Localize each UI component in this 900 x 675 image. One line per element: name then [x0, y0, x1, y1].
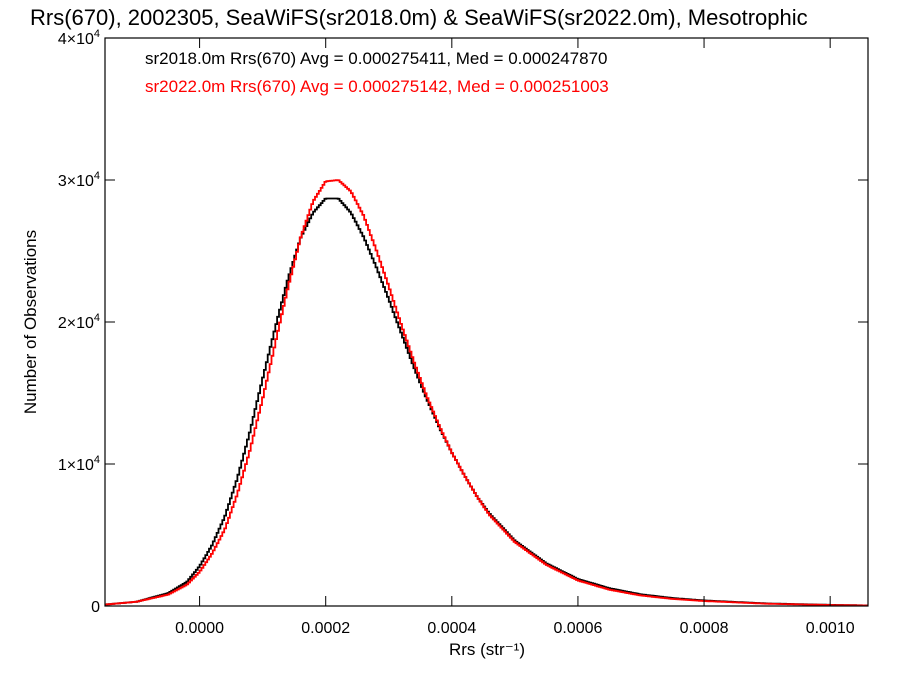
plot-frame [104, 37, 869, 607]
y-tick-label: 2×104 [58, 312, 100, 332]
x-tick-label: 0.0000 [175, 620, 224, 637]
y-tick-label: 0 [91, 599, 100, 616]
x-tick-label: 0.0008 [680, 620, 729, 637]
y-tick-label: 4×104 [58, 28, 100, 48]
x-tick-label: 0.0002 [301, 620, 350, 637]
y-tick-label: 1×104 [58, 454, 100, 474]
x-tick-label: 0.0004 [427, 620, 476, 637]
x-tick-label: 0.0006 [553, 620, 602, 637]
legend-entry-sr2022: sr2022.0m Rrs(670) Avg = 0.000275142, Me… [145, 77, 609, 96]
series-line-sr2018.0m [105, 197, 868, 607]
x-axis-label: Rrs (str⁻¹) [449, 640, 525, 659]
legend-entry-sr2018: sr2018.0m Rrs(670) Avg = 0.000275411, Me… [145, 49, 607, 68]
y-tick-label: 3×104 [58, 170, 100, 190]
y-axis-label: Number of Observations [21, 230, 40, 414]
series-line-sr2022.0m [105, 179, 868, 607]
x-tick-label: 0.0010 [806, 620, 855, 637]
chart-title: Rrs(670), 2002305, SeaWiFS(sr2018.0m) & … [30, 5, 808, 30]
